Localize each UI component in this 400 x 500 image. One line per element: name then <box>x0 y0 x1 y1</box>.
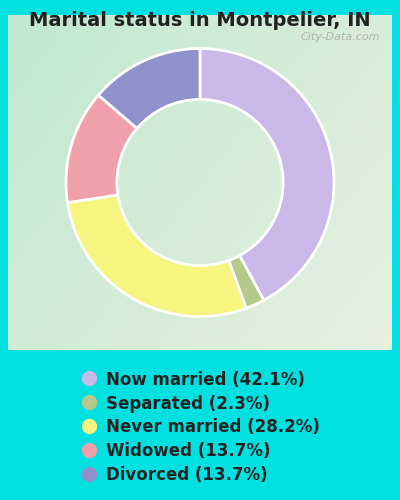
Wedge shape <box>66 95 137 202</box>
Wedge shape <box>68 195 246 316</box>
Text: Marital status in Montpelier, IN: Marital status in Montpelier, IN <box>29 11 371 30</box>
Text: City-Data.com: City-Data.com <box>301 32 380 42</box>
Wedge shape <box>98 48 200 128</box>
Wedge shape <box>229 256 264 308</box>
Legend: Now married (42.1%), Separated (2.3%), Never married (28.2%), Widowed (13.7%), D: Now married (42.1%), Separated (2.3%), N… <box>80 371 320 484</box>
Wedge shape <box>200 48 334 300</box>
